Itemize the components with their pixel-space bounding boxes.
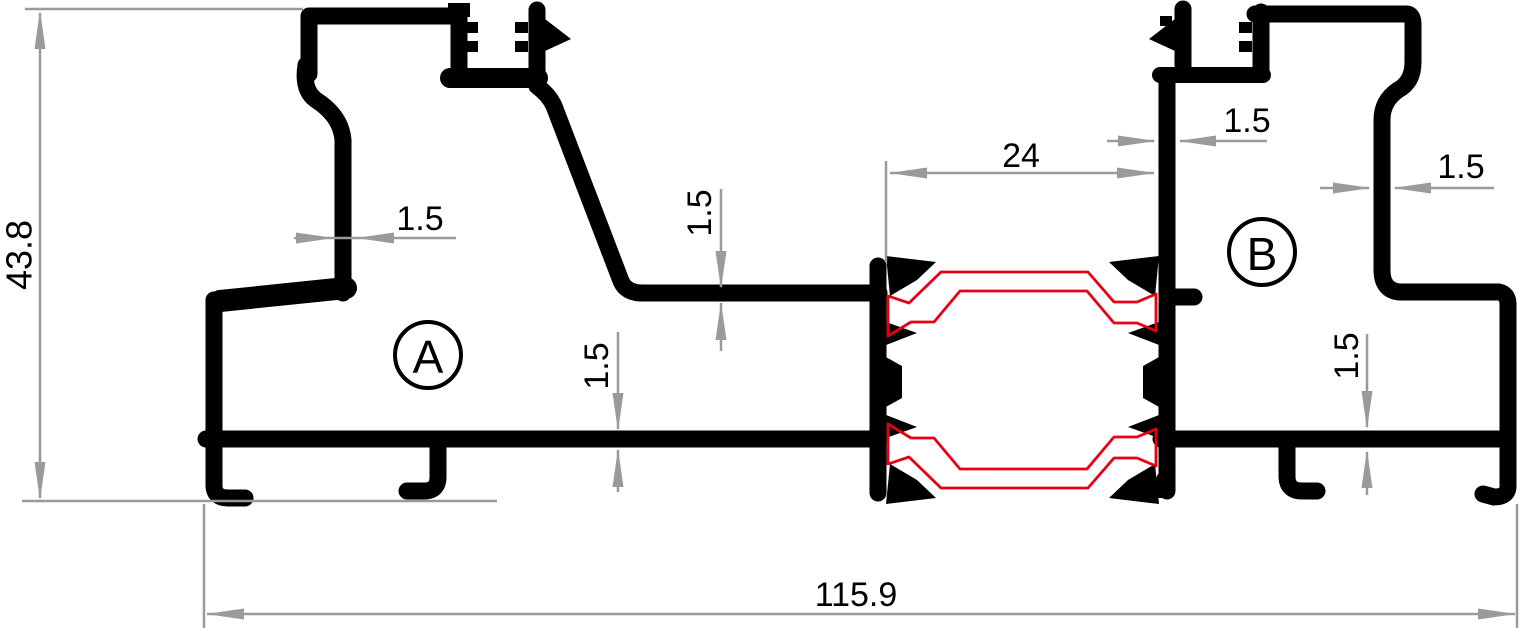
arrowhead-right-icon	[296, 232, 334, 244]
arrowhead-left-icon	[1393, 182, 1431, 194]
profile-a-clamp-claw	[886, 415, 917, 438]
dimension-label-b-neck: 1.5	[1437, 148, 1484, 186]
arrowhead-up-icon	[612, 449, 624, 487]
dimension-label-b-left-wall: 1.5	[1223, 102, 1270, 140]
arrowhead-up-icon	[715, 302, 727, 340]
profile-a-outline	[197, 1, 936, 507]
profile-a-gasket-flag	[545, 19, 571, 51]
profile-b-clamp-claw	[1143, 356, 1161, 408]
profile-b-outline	[1109, 0, 1517, 506]
profile-a-left-wall	[205, 291, 254, 507]
section-a-label: A	[413, 331, 444, 383]
profile-b-groove-serration	[1160, 34, 1172, 44]
extension-line	[202, 504, 1519, 628]
arrowhead-right-icon	[1117, 167, 1155, 179]
profile-b-groove-serration	[1239, 41, 1252, 52]
dimension-label-b-bottom-web: 1.5	[1328, 332, 1366, 379]
arrowhead-down-icon	[612, 393, 624, 431]
profile-b-middle-foot	[1278, 437, 1326, 500]
arrowhead-left-icon	[889, 167, 927, 179]
arrowhead-right-icon	[1118, 135, 1156, 147]
dimension-label-total-width: 115.9	[815, 576, 898, 614]
arrowhead-down-icon	[715, 251, 727, 289]
arrowhead-left-icon	[356, 232, 394, 244]
profile-a-top-box	[300, 7, 468, 83]
profile-a-clamp-claw	[886, 256, 936, 296]
profile-b-body	[1246, 5, 1517, 506]
profile-a-groove-serration	[515, 22, 528, 33]
profile-a-left-leg	[296, 56, 352, 302]
arrowhead-right-icon	[1478, 608, 1516, 620]
profile-b-clamp-claw	[1109, 464, 1159, 504]
dimension-label-thermal-break: 24	[1002, 137, 1040, 175]
profile-a-groove-serration	[465, 41, 478, 52]
dimension-label-a-upper-web: 1.5	[681, 189, 719, 236]
profile-b-clamp-claw	[1109, 256, 1159, 296]
profile-a-clamp-claw	[884, 356, 902, 408]
dimension-label-a-leg: 1.5	[396, 200, 443, 238]
thermal-break-strip-bottom	[886, 422, 1158, 490]
profile-a-top-tab	[448, 3, 470, 17]
arrowhead-up-icon	[1361, 450, 1373, 488]
thermal-break-strip-top	[886, 270, 1158, 338]
arrowhead-up-icon	[34, 11, 46, 49]
profile-a-diagonal-web	[528, 69, 888, 302]
dimension-label-overall-height: 43.8	[0, 220, 40, 290]
arrowhead-right-icon	[1333, 182, 1371, 194]
dimension-label-a-bottom-web: 1.5	[578, 342, 616, 389]
arrowhead-down-icon	[34, 462, 46, 500]
profile-a-clamp-claw	[886, 322, 917, 345]
profile-b-groove-serration	[1160, 16, 1172, 26]
profile-b-groove-serration	[1239, 22, 1252, 33]
section-a-circle	[393, 320, 463, 390]
thermal-break	[886, 270, 1158, 490]
arrowhead-left-icon	[1178, 135, 1216, 147]
profile-a-middle-foot	[398, 437, 447, 500]
profile-a-clamp-claw	[886, 464, 936, 504]
profile-a-groove-serration	[515, 41, 528, 52]
profile-a-groove-serration	[465, 22, 478, 33]
section-markers: A B	[393, 217, 1297, 390]
section-b-label: B	[1247, 228, 1278, 280]
profile-a-ledge	[209, 277, 357, 312]
dimension-lines	[22, 7, 1519, 628]
arrowhead-left-icon	[206, 608, 244, 620]
dimension-labels: 43.8 1.5 1.5 1.5 24 1.5 1.5 1.5 115.9	[0, 102, 1485, 614]
arrowhead-down-icon	[1361, 391, 1373, 429]
section-b-circle	[1227, 217, 1297, 287]
